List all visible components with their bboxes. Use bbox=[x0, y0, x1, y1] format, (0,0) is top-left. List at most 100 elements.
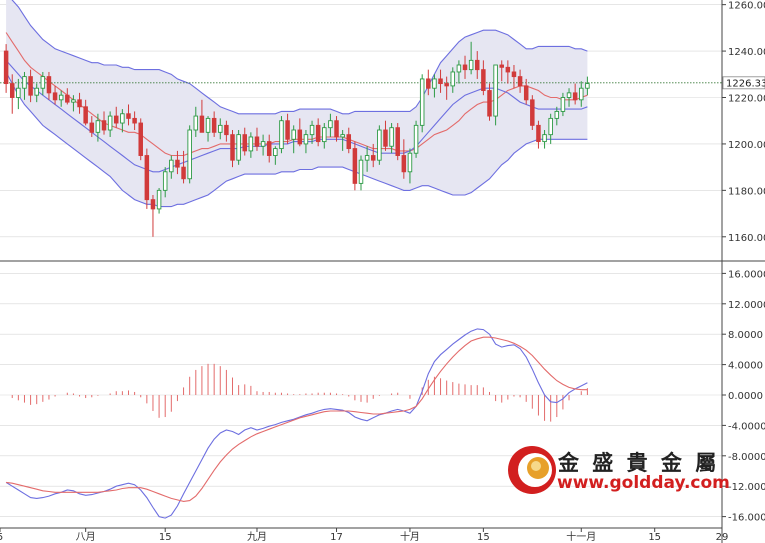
candlestick bbox=[481, 60, 486, 96]
candlestick bbox=[95, 113, 101, 142]
brand-name-chinese: 金 盛 貴 金 屬 bbox=[557, 451, 719, 475]
candlestick bbox=[77, 92, 82, 114]
candlestick bbox=[401, 139, 407, 179]
candlestick bbox=[254, 127, 260, 151]
candlestick bbox=[426, 69, 431, 96]
candlestick bbox=[199, 99, 205, 133]
candlestick bbox=[236, 130, 241, 165]
candlestick bbox=[114, 106, 119, 128]
candlestick bbox=[487, 83, 492, 121]
candle-body bbox=[475, 59, 480, 71]
candle-body bbox=[315, 124, 321, 143]
candle-body bbox=[493, 64, 498, 117]
candlestick bbox=[162, 167, 168, 198]
candlestick bbox=[22, 71, 27, 100]
candle-body bbox=[377, 129, 382, 161]
candle-body bbox=[383, 129, 388, 147]
candle-body bbox=[114, 115, 119, 124]
x-tick-label: 17 bbox=[330, 532, 343, 543]
x-tick-label: 15 bbox=[477, 532, 490, 543]
candlestick bbox=[156, 188, 162, 214]
candlestick bbox=[40, 71, 46, 96]
macd-histogram bbox=[11, 363, 588, 422]
candlestick bbox=[273, 146, 278, 165]
y-axis-tick-labels: 1260.00 1240.00 1220.00 1200.00 1180.00 1160.… bbox=[722, 1, 765, 524]
candle-body bbox=[16, 87, 21, 98]
x-tick-label: 29 bbox=[716, 532, 729, 543]
candle-body bbox=[566, 92, 572, 98]
candlestick bbox=[175, 150, 180, 175]
candlestick bbox=[303, 130, 309, 154]
candle-body bbox=[346, 134, 352, 150]
candle-body bbox=[309, 124, 315, 136]
candlestick bbox=[291, 125, 296, 154]
candle-body bbox=[144, 155, 150, 201]
candle-body bbox=[419, 78, 425, 126]
candlestick bbox=[352, 141, 358, 191]
candle-body bbox=[3, 50, 9, 85]
candle-body bbox=[236, 134, 241, 161]
candlestick bbox=[169, 155, 174, 179]
candlestick bbox=[585, 76, 590, 96]
candle-body bbox=[101, 120, 107, 131]
candle-body bbox=[358, 159, 364, 184]
candle-body bbox=[77, 99, 82, 108]
candle-body bbox=[156, 189, 162, 210]
candle-body bbox=[266, 141, 272, 156]
candle-body bbox=[65, 94, 70, 103]
candle-body bbox=[579, 87, 584, 101]
candle-body bbox=[438, 78, 443, 85]
x-axis-tick-labels: 5 八月 15 九月 17 十月 15 十一月 15 29 bbox=[0, 528, 728, 543]
candlestick bbox=[530, 95, 535, 130]
candlestick bbox=[65, 88, 70, 105]
candlestick bbox=[193, 106, 199, 137]
candle-body bbox=[389, 127, 394, 147]
candlestick-series bbox=[3, 41, 590, 237]
candle-body bbox=[9, 83, 15, 98]
candle-body bbox=[83, 106, 88, 124]
candle-body bbox=[462, 64, 468, 71]
candle-body bbox=[413, 124, 419, 154]
candlestick bbox=[126, 104, 131, 126]
candlestick bbox=[150, 195, 156, 237]
candle-body bbox=[364, 155, 370, 161]
candle-body bbox=[487, 90, 492, 117]
candlestick bbox=[297, 118, 303, 147]
candlestick bbox=[120, 109, 125, 133]
candle-body bbox=[132, 117, 137, 124]
candle-body bbox=[560, 97, 566, 112]
candle-body bbox=[530, 99, 535, 126]
candlestick bbox=[211, 111, 217, 137]
candlestick bbox=[377, 125, 382, 165]
candle-body bbox=[120, 113, 125, 124]
candle-body bbox=[407, 152, 413, 173]
candle-body bbox=[517, 76, 523, 87]
x-tick-label: 15 bbox=[159, 532, 172, 543]
candlestick bbox=[493, 64, 498, 126]
x-tick-label: 十一月 bbox=[566, 530, 596, 543]
candlestick bbox=[279, 116, 284, 154]
candle-body bbox=[58, 94, 64, 101]
candlestick bbox=[364, 146, 370, 172]
candle-body bbox=[150, 199, 156, 210]
candle-body bbox=[395, 127, 400, 156]
y-tick-label: -8.0000 bbox=[728, 452, 765, 463]
candle-body bbox=[542, 134, 547, 143]
candle-body bbox=[52, 92, 58, 101]
candle-body bbox=[224, 124, 229, 136]
candle-body bbox=[511, 71, 517, 78]
candle-body bbox=[34, 87, 39, 96]
candlestick bbox=[560, 92, 566, 117]
bollinger-band-fill bbox=[6, 0, 588, 207]
candle-body bbox=[211, 117, 217, 133]
candlestick bbox=[89, 116, 95, 137]
last-price-tag bbox=[722, 76, 765, 90]
candlestick bbox=[315, 118, 321, 147]
candle-body bbox=[456, 64, 462, 73]
series-line-bollinger-mid bbox=[5, 60, 588, 173]
candlestick bbox=[260, 134, 266, 156]
candle-body bbox=[107, 115, 113, 131]
candle-body bbox=[273, 148, 278, 156]
candle-body bbox=[536, 124, 541, 143]
candle-body bbox=[22, 76, 27, 89]
